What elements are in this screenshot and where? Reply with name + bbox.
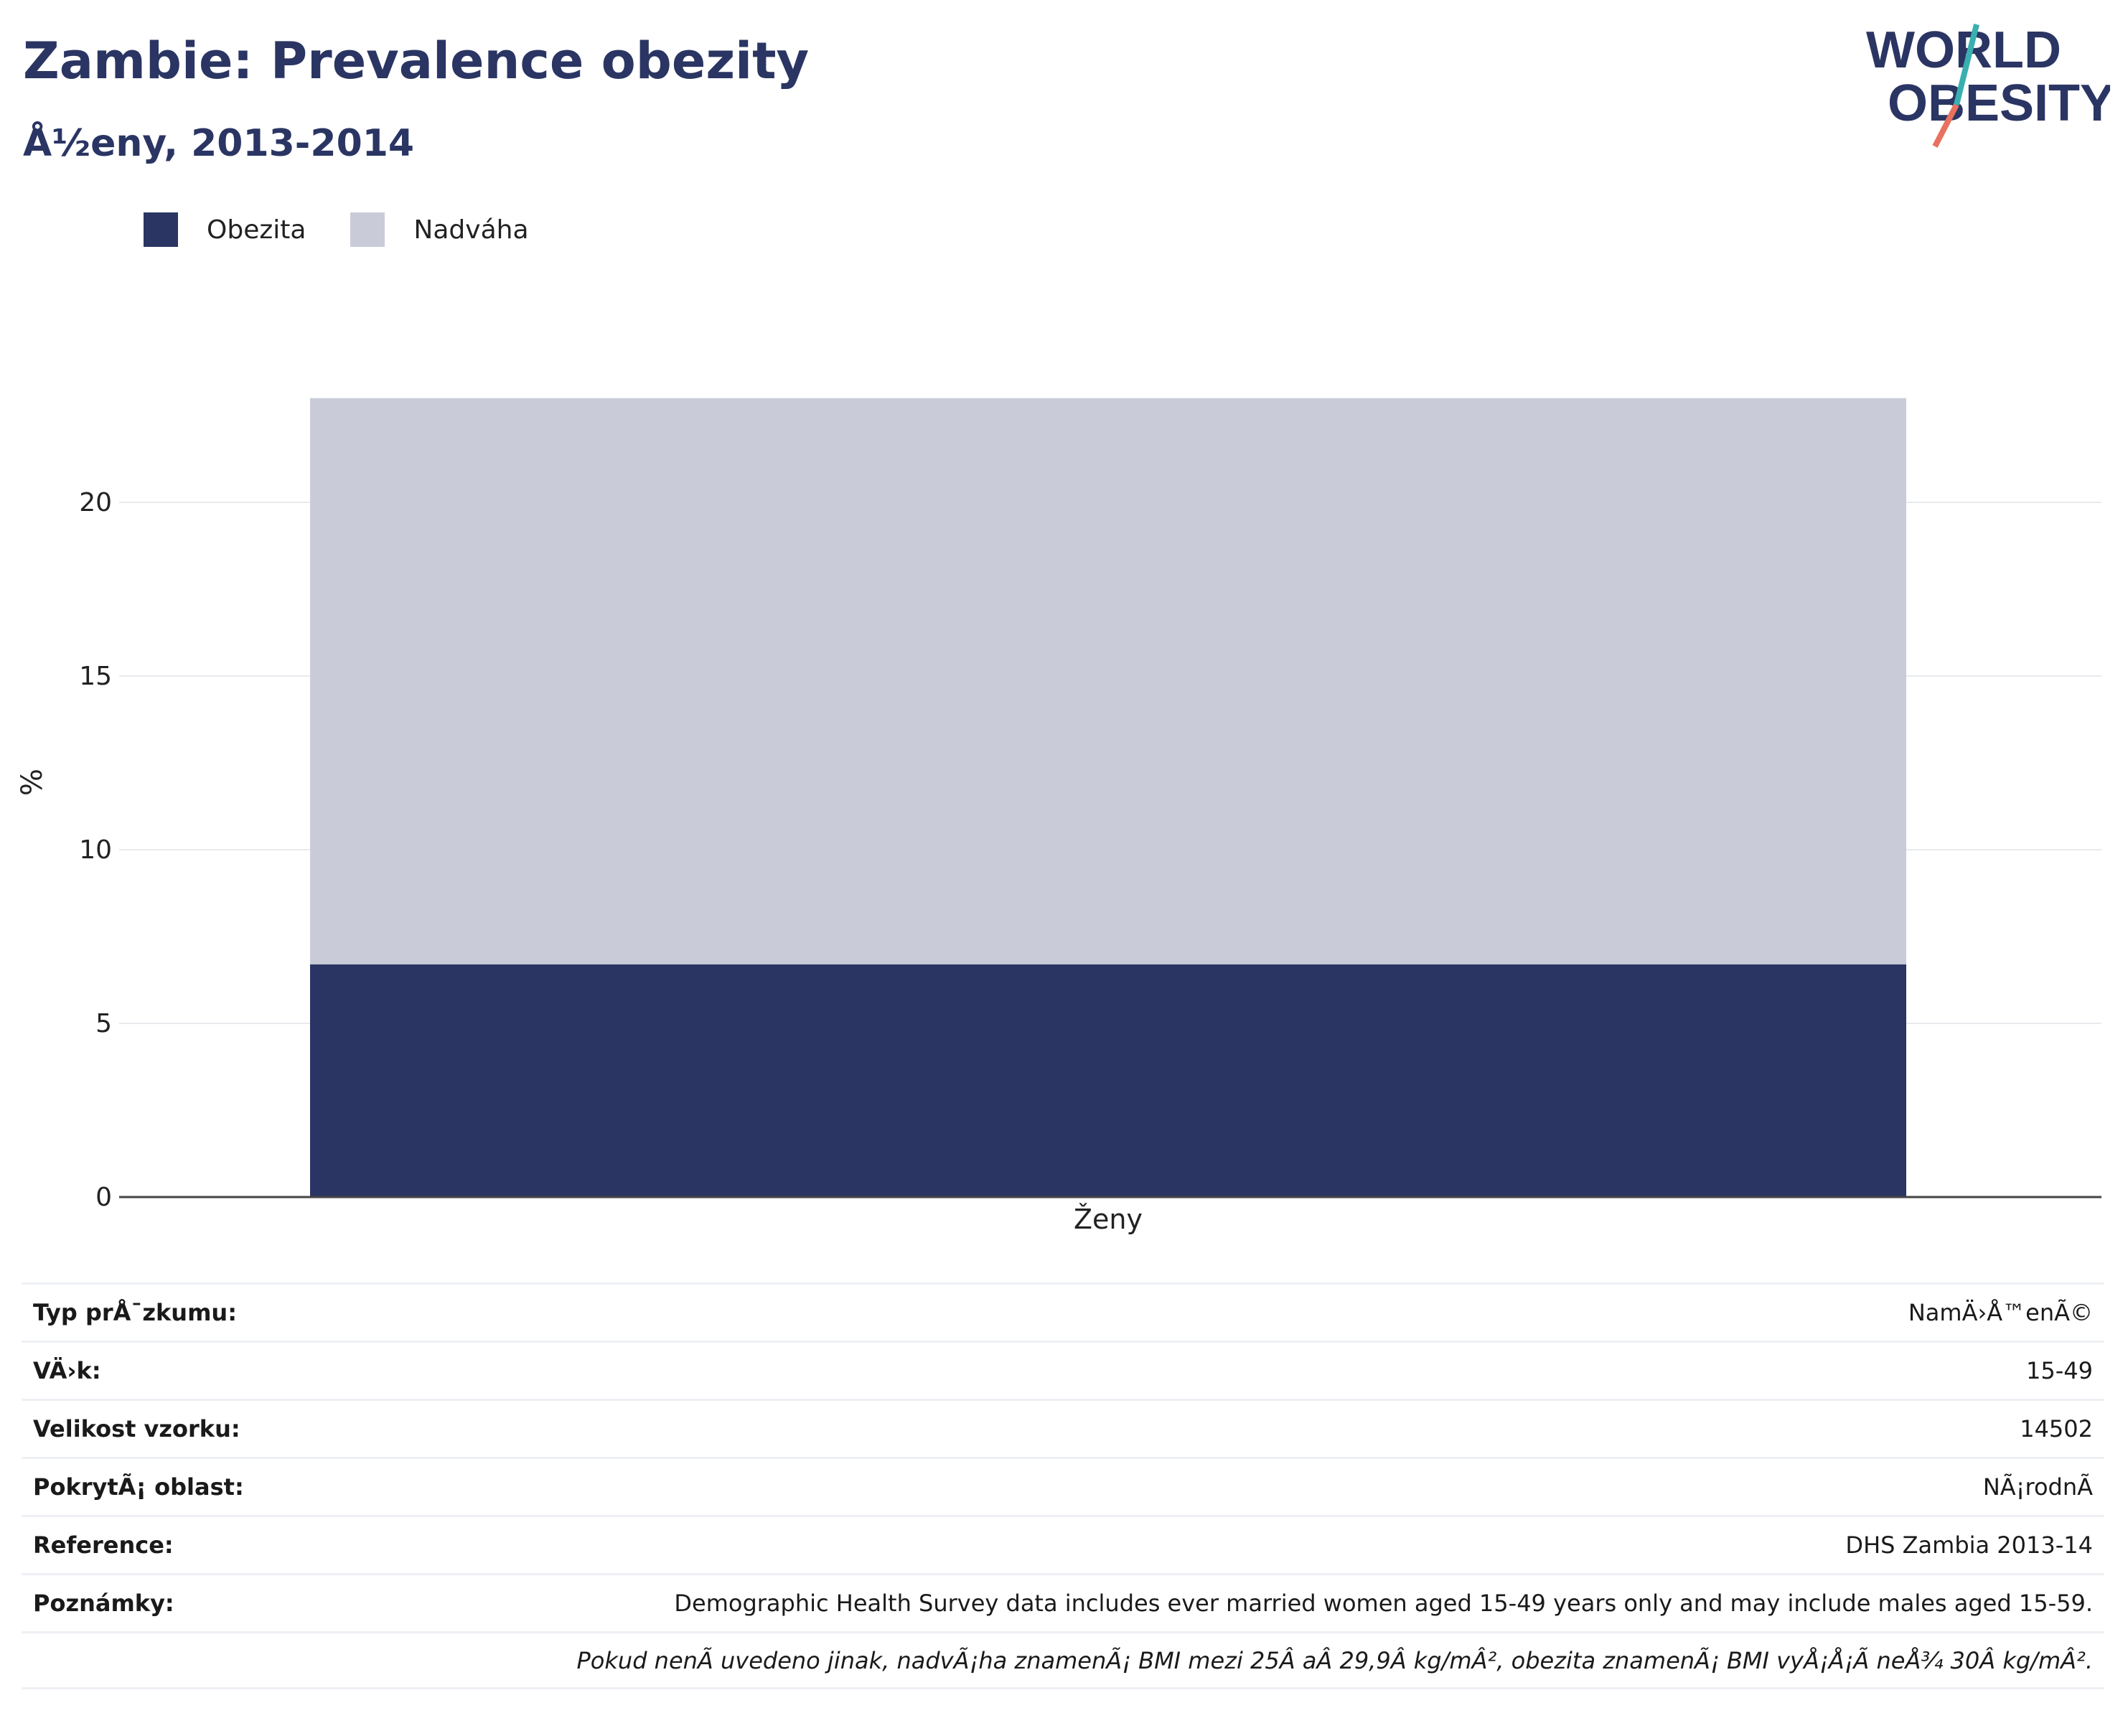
page-subtitle: Å½eny, 2013-2014 [23, 122, 415, 165]
world-obesity-logo: WORLD OBESITY [1866, 22, 2110, 148]
info-row-reference: Reference: DHS Zambia 2013-14 [22, 1515, 2104, 1573]
info-row-footnote: Pokud nenÃ uvedeno jinak, nadvÃ¡ha zname… [22, 1631, 2104, 1689]
logo-line2: OBESITY [1888, 75, 2110, 132]
info-row-sample-size: Velikost vzorku: 14502 [22, 1399, 2104, 1457]
info-value: DHS Zambia 2013-14 [1845, 1531, 2093, 1559]
legend-label-nadvaha: Nadváha [413, 215, 529, 245]
info-label: Velikost vzorku: [33, 1415, 240, 1442]
y-tick-label: 0 [95, 1183, 112, 1212]
legend-label-obezita: Obezita [207, 215, 306, 245]
info-value: Demographic Health Survey data includes … [674, 1590, 2093, 1617]
info-row-coverage: PokrytÃ¡ oblast: NÃ¡rodnÃ [22, 1457, 2104, 1515]
y-tick-label: 5 [95, 1009, 112, 1038]
page-title: Zambie: Prevalence obezity [23, 32, 810, 90]
info-label: Poznámky: [33, 1590, 174, 1617]
info-row-survey-type: Typ prÅ¯zkumu: NamÄ›Å™enÃ© [22, 1282, 2104, 1341]
info-label: VÄ›k: [33, 1357, 101, 1384]
stacked-bar-chart: 0 5 10 15 20 Ženy% [16, 398, 2101, 1235]
info-row-age: VÄ›k: 15-49 [22, 1341, 2104, 1399]
y-tick-label: 20 [79, 488, 112, 517]
info-label: PokrytÃ¡ oblast: [33, 1473, 244, 1501]
info-value: NamÄ›Å™enÃ© [1908, 1299, 2093, 1326]
bar-segment-obezita [310, 964, 1906, 1197]
logo-slash-lower [1932, 103, 1959, 148]
info-label: Reference: [33, 1531, 174, 1559]
info-value: NÃ¡rodnÃ [1982, 1473, 2093, 1501]
info-footnote: Pokud nenÃ uvedeno jinak, nadvÃ¡ha zname… [576, 1646, 2094, 1674]
info-row-notes: Poznámky: Demographic Health Survey data… [22, 1573, 2104, 1631]
bar-segment-nadvaha [310, 398, 1906, 965]
legend-item-obezita: Obezita [144, 212, 306, 247]
y-tick-label: 15 [79, 662, 112, 691]
y-tick-label: 10 [79, 835, 112, 865]
legend-swatch-obezita [144, 212, 178, 247]
legend-item-nadvaha: Nadváha [350, 212, 529, 247]
info-table: Typ prÅ¯zkumu: NamÄ›Å™enÃ© VÄ›k: 15-49 V… [22, 1282, 2104, 1689]
chart-legend: Obezita Nadváha [144, 212, 573, 247]
logo-slash-upper [1954, 24, 1979, 105]
legend-swatch-nadvaha [350, 212, 385, 247]
info-label: Typ prÅ¯zkumu: [33, 1299, 237, 1326]
info-value: 15-49 [2026, 1357, 2093, 1384]
y-axis-label: % [16, 769, 49, 796]
x-tick-label: Ženy [1074, 1204, 1143, 1235]
info-value: 14502 [2020, 1415, 2093, 1442]
